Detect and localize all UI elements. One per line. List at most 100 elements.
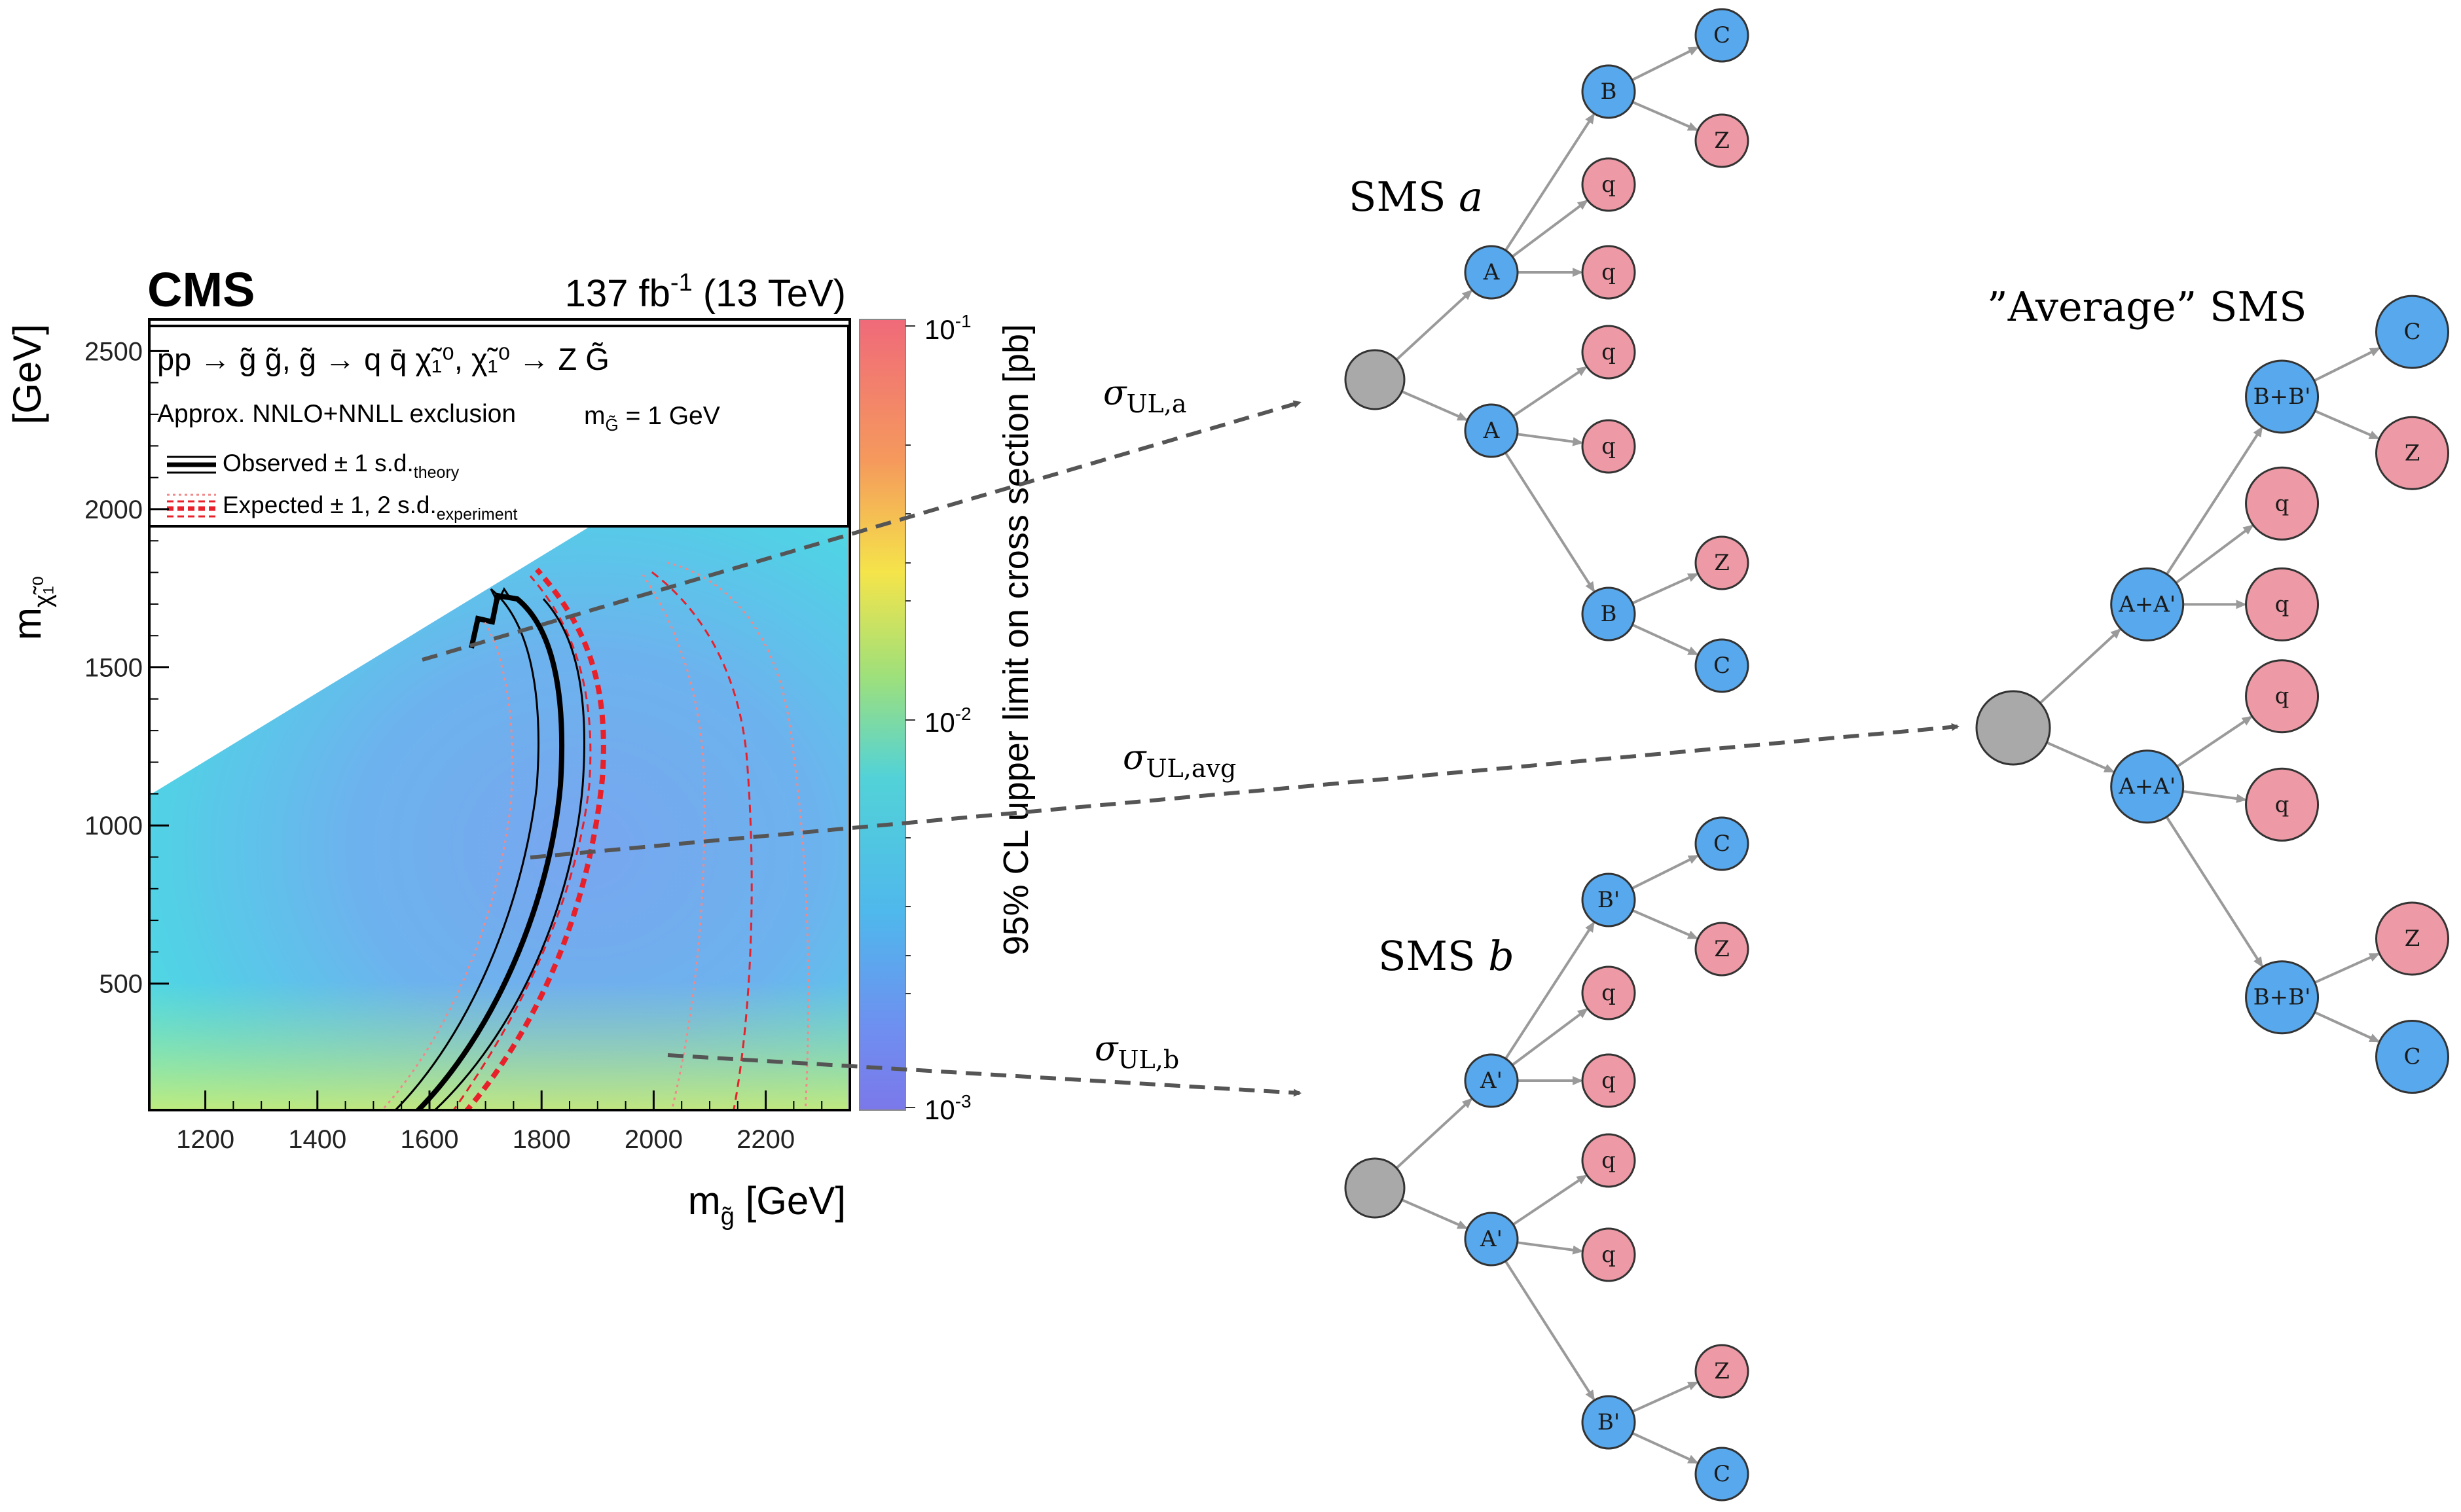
tree-edge [2315,411,2378,439]
y-axis-label-m: mχ̃₁⁰ [5,576,57,640]
tree-edge [2183,791,2245,800]
tree-edge [1506,453,1594,591]
tree-edge [1632,574,1696,603]
tree-node-label: q [2275,591,2289,617]
tree-edge [1518,1242,1582,1251]
sms-b-title: SMS b [1378,932,1514,980]
tree-node-label: B [1601,601,1617,627]
exclusion-text: Approx. NNLO+NNLL exclusion [157,400,516,428]
tree-edge [1513,367,1586,416]
y-tick-label: 2500 [84,337,143,366]
tree-node-label: q [2275,490,2289,516]
tree-sms-b: A'A'B'qqqqB'CZZC [1345,818,1748,1500]
color-scale-bar [860,319,905,1110]
x-axis-label: mg̃ [GeV] [688,1179,846,1231]
tree-edge [1518,434,1582,442]
y-tick-label: 500 [99,970,143,999]
tree-root-node [1345,350,1404,409]
tree-node-label: C [2403,319,2420,345]
tree-node-label: q [1601,433,1616,459]
tree-edge [1632,625,1696,655]
sms-a-title: SMS a [1349,173,1483,221]
sigma-b-label: σUL,b [1095,1030,1179,1074]
tree-edge [1396,1099,1471,1168]
gravitino-mass: mG̃ = 1 GeV [584,402,720,435]
tree-root-node [1977,691,2050,765]
tree-node-label: q [1601,1068,1616,1094]
tree-node-label: C [1713,831,1730,857]
tree-edge [1632,48,1698,80]
tree-edge [2176,526,2252,583]
tree-node-label: B+B' [2253,384,2311,410]
tree-node-label: B' [1597,1409,1620,1435]
tree-node-label: B+B' [2253,984,2311,1011]
tree-node-label: A' [1480,1068,1503,1094]
tree-avg: A+A' A+A' B+B' q q q q B+B' C Z Z C [1977,296,2449,1092]
tree-edge [2314,348,2379,380]
tree-node-label: B [1601,79,1617,105]
tree-edge [2047,742,2113,771]
tree-edge [2315,954,2379,982]
tree-node-label: A+A' [2118,591,2176,617]
tree-edge [1513,1176,1586,1224]
luminosity-label: 137 fb-1 (13 TeV) [565,269,846,315]
tree-node-label: C [1713,1461,1730,1487]
cms-plot: pp → g̃ g̃, g̃ → q q̄ χ̃₁⁰, χ̃₁⁰ → Z G̃ … [5,262,1036,1231]
tree-node-label: Z [2405,926,2420,952]
x-tick-label: 1200 [176,1125,234,1154]
tree-node-label: A [1483,259,1500,285]
tree-edge [1396,291,1471,359]
tree-node-label: Z [1714,550,1730,576]
cms-brand: CMS [147,262,255,317]
x-tick-label: 1400 [288,1125,346,1154]
tree-sms-a: A A Bq q q q B C Z Z C [1345,9,1748,692]
y-tick-label: 2000 [84,495,143,524]
tree-node-label: C [2403,1044,2420,1070]
tree-node-label: C [1713,22,1730,48]
y-axis-label: [GeV] [5,324,49,424]
x-tick-label: 1600 [401,1125,459,1154]
tree-node-label: C [1713,653,1730,679]
tree-edge [1633,910,1697,938]
x-tick-label: 2200 [737,1125,795,1154]
tree-node-label: q [1601,259,1616,285]
tree-edge [2040,630,2120,703]
color-scale-ticks [905,326,915,1107]
z-tick-mid: 10-2 [924,704,972,738]
tree-node-label: q [2275,683,2289,710]
tree-node-label: q [1601,1242,1616,1268]
tree-edge [1512,201,1586,257]
z-tick-low: 10-3 [924,1091,972,1125]
process-text: pp → g̃ g̃, g̃ → q q̄ χ̃₁⁰, χ̃₁⁰ → Z G̃ [157,342,610,376]
avg-sms-title: ”Average” SMS [1987,283,2307,331]
sigma-a-label: σUL,a [1103,374,1187,418]
tree-edge [1632,856,1698,888]
tree-node-label: q [1601,171,1616,198]
z-tick-top: 10-1 [924,311,972,345]
tree-edge [1512,1009,1586,1065]
tree-edge [1632,1382,1696,1411]
tree-node-label: B' [1597,887,1620,913]
tree-node-label: q [1601,339,1616,365]
tree-edge [1402,391,1466,420]
tree-node-label: Z [1714,1358,1730,1384]
x-tick-label: 1800 [513,1125,571,1154]
tree-node-label: q [1601,1147,1616,1174]
x-tick-label: 2000 [625,1125,683,1154]
tree-node-label: Z [1714,128,1730,154]
z-axis-label: 95% CL upper limit on cross section [pb] [996,324,1036,955]
tree-node-label: A [1483,418,1500,444]
tree-edge [1402,1200,1466,1228]
tree-edge [1633,102,1697,130]
tree-node-label: Z [2405,440,2420,466]
sigma-avg-label: σUL,avg [1123,738,1236,783]
tree-edge [1632,1433,1696,1463]
tree-node-label: Z [1714,936,1730,962]
tree-root-node [1345,1159,1404,1217]
tree-edge [2166,817,2262,966]
tree-node-label: A+A' [2118,774,2176,800]
tree-edge [1506,1261,1594,1399]
y-tick-label: 1000 [84,812,143,840]
y-tick-label: 1500 [84,654,143,683]
